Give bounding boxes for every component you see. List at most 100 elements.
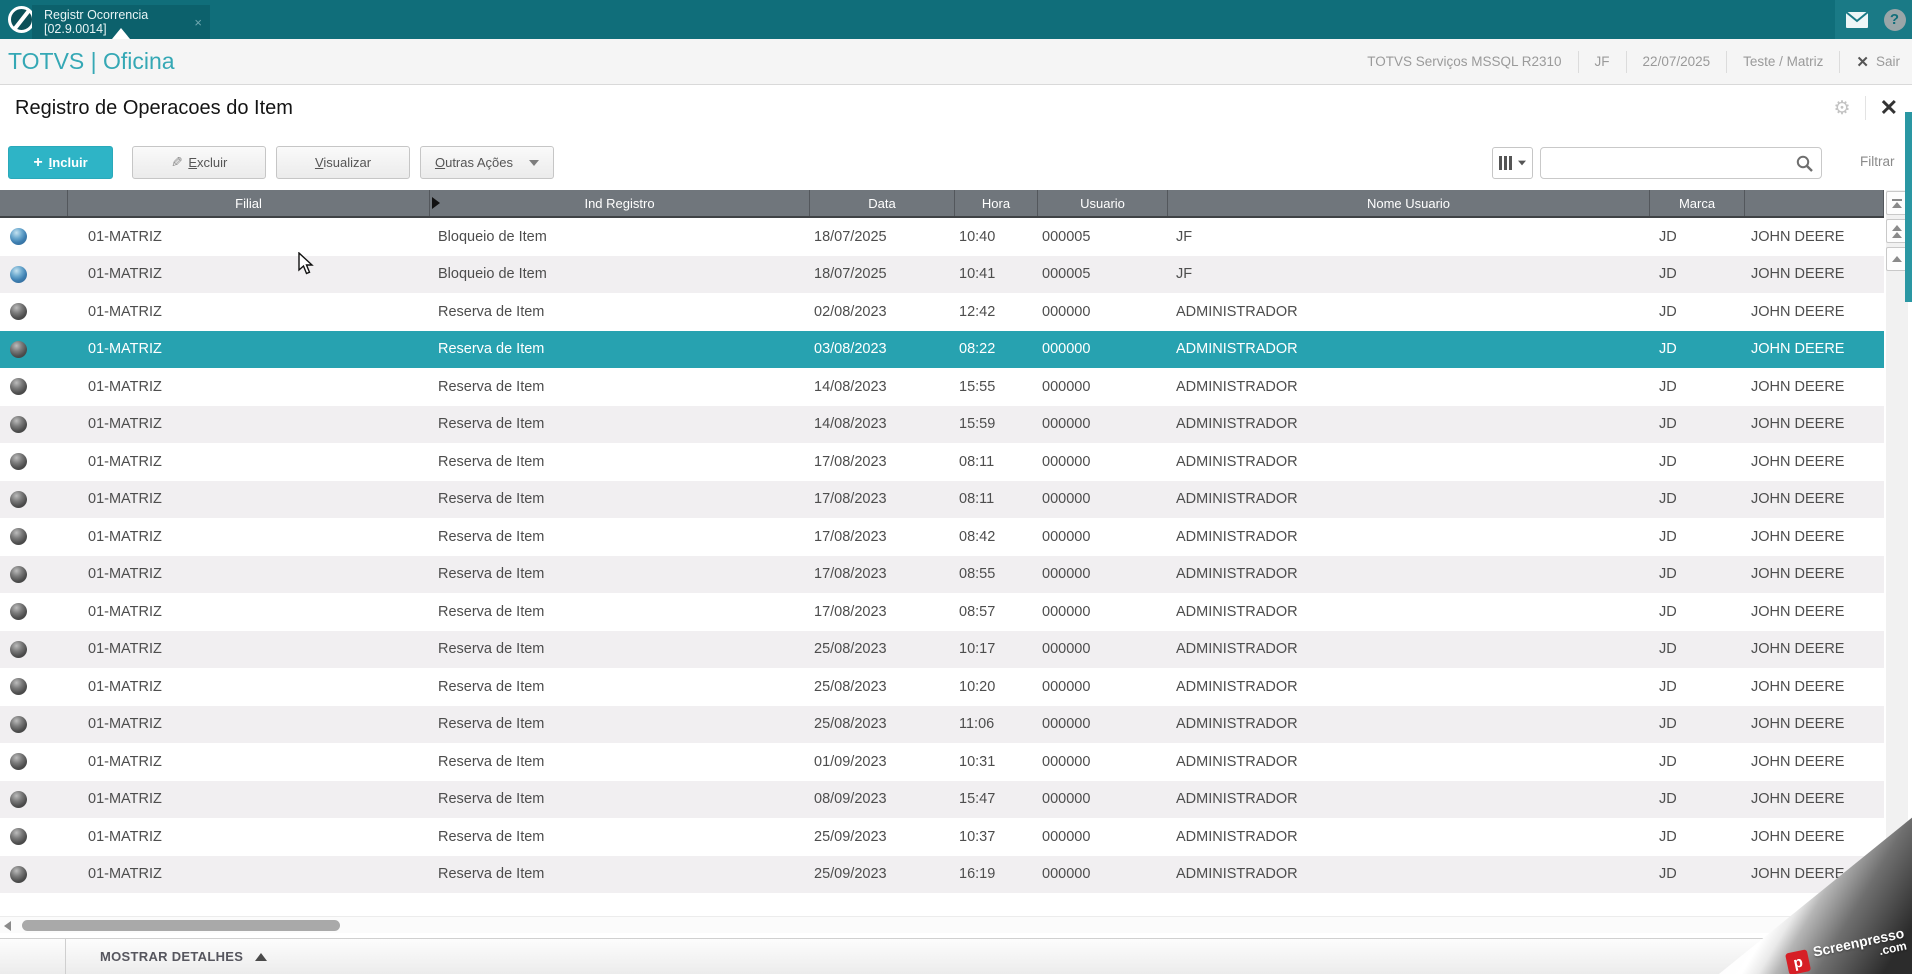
table-row[interactable]: 01-MATRIZ Reserva de Item 25/08/2023 10:20 0…: [0, 668, 1884, 706]
cell-nome: ADMINISTRADOR: [1176, 378, 1298, 395]
cell-marca: JD: [1659, 678, 1677, 695]
app-logo-icon[interactable]: [8, 6, 35, 33]
divider: [1625, 50, 1627, 73]
table-row[interactable]: 01-MATRIZ Reserva de Item 17/08/2023 08:57 0…: [0, 593, 1884, 631]
record-status-sphere-icon: [10, 865, 27, 883]
table-row[interactable]: 01-MATRIZ Reserva de Item 17/08/2023 08:55 0…: [0, 555, 1884, 593]
gear-icon[interactable]: ⚙: [1833, 97, 1851, 119]
cell-usuario: 000000: [1042, 753, 1091, 770]
double-up-icon: [1892, 224, 1902, 231]
column-header-marca[interactable]: Marca: [1650, 190, 1745, 216]
cell-ind: Bloqueio de Item: [438, 266, 547, 283]
search-icon[interactable]: [1796, 155, 1813, 172]
table-row[interactable]: 01-MATRIZ Reserva de Item 02/08/2023 12:42 0…: [0, 293, 1884, 331]
cell-data: 17/08/2023: [814, 491, 887, 508]
cell-nome: ADMINISTRADOR: [1176, 416, 1298, 433]
horizontal-scrollbar[interactable]: [0, 916, 1884, 933]
filtrar-link[interactable]: Filtrar: [1860, 154, 1895, 169]
cell-usuario: 000000: [1042, 828, 1091, 845]
cell-usuario: 000000: [1042, 453, 1091, 470]
table-row[interactable]: 01-MATRIZ Reserva de Item 03/08/2023 08:22 0…: [0, 330, 1884, 368]
cell-hora: 10:20: [959, 678, 996, 695]
outras-acoes-button[interactable]: Outras Ações: [420, 146, 554, 179]
table-row[interactable]: 01-MATRIZ Reserva de Item 25/08/2023 11:06 0…: [0, 705, 1884, 743]
table-row[interactable]: 01-MATRIZ Reserva de Item 25/08/2023 10:17 0…: [0, 630, 1884, 668]
table-row[interactable]: 01-MATRIZ Reserva de Item 14/08/2023 15:59 0…: [0, 405, 1884, 443]
cell-nome: ADMINISTRADOR: [1176, 791, 1298, 808]
cell-data: 18/07/2025: [814, 266, 887, 283]
column-header-filial[interactable]: Filial: [68, 190, 430, 216]
record-status-sphere-icon: [10, 303, 27, 321]
table-row[interactable]: 01-MATRIZ Reserva de Item 17/08/2023 08:42 0…: [0, 518, 1884, 556]
cell-usuario: 000000: [1042, 566, 1091, 583]
cell-nome_marca: JOHN DEERE: [1751, 528, 1845, 545]
column-header-nome-usuario[interactable]: Nome Usuario: [1168, 190, 1650, 216]
search-input[interactable]: [1549, 150, 1789, 176]
cell-nome_marca: JOHN DEERE: [1751, 678, 1845, 695]
tab-close-icon[interactable]: ×: [194, 14, 202, 30]
cell-filial: 01-MATRIZ: [88, 753, 162, 770]
cell-marca: JD: [1659, 303, 1677, 320]
excluir-button[interactable]: ✎ Excluir: [132, 146, 266, 179]
table-row[interactable]: 01-MATRIZ Bloqueio de Item 18/07/2025 10:41…: [0, 255, 1884, 293]
close-routine-icon[interactable]: ✕: [1879, 95, 1898, 120]
toolbar: + Incluir ✎ Excluir Visualizar Outras Aç…: [0, 140, 1912, 186]
cell-nome_marca: JOHN DEERE: [1751, 341, 1845, 358]
cell-marca: JD: [1659, 753, 1677, 770]
table-row[interactable]: 01-MATRIZ Reserva de Item 25/09/2023 10:37 0…: [0, 818, 1884, 856]
cell-marca: JD: [1659, 603, 1677, 620]
table-row[interactable]: 01-MATRIZ Reserva de Item 01/09/2023 10:31 0…: [0, 743, 1884, 781]
cell-hora: 08:55: [959, 566, 996, 583]
cell-nome_marca: JOHN DEERE: [1751, 566, 1845, 583]
table-row[interactable]: 01-MATRIZ Reserva de Item 17/08/2023 08:11 0…: [0, 480, 1884, 518]
mostrar-detalhes-button[interactable]: MOSTRAR DETALHES: [100, 949, 268, 964]
cell-nome: ADMINISTRADOR: [1176, 641, 1298, 658]
mail-icon: [1845, 11, 1868, 28]
visualizar-button[interactable]: Visualizar: [276, 146, 410, 179]
mail-button[interactable]: [1835, 0, 1878, 39]
column-header-ind-registro[interactable]: Ind Registro: [430, 190, 810, 216]
help-button[interactable]: ?: [1873, 0, 1912, 39]
table-row[interactable]: 01-MATRIZ Reserva de Item 14/08/2023 15:55 0…: [0, 368, 1884, 406]
table-row[interactable]: 01-MATRIZ Bloqueio de Item 18/07/2025 10:40…: [0, 218, 1884, 256]
pencil-icon: ✎: [170, 154, 183, 170]
divider: [65, 939, 66, 974]
cell-data: 14/08/2023: [814, 416, 887, 433]
scroll-left-icon[interactable]: [4, 921, 11, 931]
table-row[interactable]: 01-MATRIZ Reserva de Item 08/09/2023 15:47 0…: [0, 780, 1884, 818]
cell-ind: Reserva de Item: [438, 641, 545, 658]
cell-hora: 08:42: [959, 528, 996, 545]
horizontal-scroll-thumb[interactable]: [22, 920, 340, 931]
cell-nome: ADMINISTRADOR: [1176, 678, 1298, 695]
cell-usuario: 000000: [1042, 716, 1091, 733]
cell-nome_marca: JOHN DEERE: [1751, 453, 1845, 470]
cell-filial: 01-MATRIZ: [88, 303, 162, 320]
cell-data: 03/08/2023: [814, 341, 887, 358]
divider: [1864, 96, 1866, 120]
cell-nome: JF: [1176, 228, 1193, 245]
cell-hora: 08:11: [959, 491, 995, 508]
company-branch: Teste / Matriz: [1743, 54, 1824, 69]
column-header-data[interactable]: Data: [810, 190, 955, 216]
column-header-blank-0[interactable]: [0, 190, 68, 216]
column-header-usuario[interactable]: Usuario: [1038, 190, 1168, 216]
column-header-hora[interactable]: Hora: [955, 190, 1038, 216]
screenpresso-logo-icon: p: [1785, 949, 1812, 974]
cell-ind: Reserva de Item: [438, 603, 545, 620]
logout-button[interactable]: ✕ Sair: [1856, 53, 1900, 71]
column-selector-button[interactable]: [1492, 147, 1533, 179]
record-status-sphere-icon: [10, 678, 27, 696]
record-status-sphere-icon: [10, 265, 27, 283]
column-header-blank-8[interactable]: [1745, 190, 1884, 216]
table-row[interactable]: 01-MATRIZ Reserva de Item 25/09/2023 16:19 0…: [0, 855, 1884, 893]
cell-filial: 01-MATRIZ: [88, 416, 162, 433]
grid-header-row: Filial Ind Registro Data Hora Usuario Nome Us…: [0, 190, 1884, 218]
divider: [1577, 50, 1579, 73]
cell-data: 25/09/2023: [814, 828, 887, 845]
table-row[interactable]: 01-MATRIZ Reserva de Item 17/08/2023 08:11 0…: [0, 443, 1884, 481]
incluir-button[interactable]: + Incluir: [8, 146, 113, 179]
cell-marca: JD: [1659, 416, 1677, 433]
column-header-label: Data: [868, 195, 896, 211]
grid-body: 01-MATRIZ Bloqueio de Item 18/07/2025 10:40…: [0, 218, 1884, 893]
cell-hora: 08:11: [959, 453, 995, 470]
